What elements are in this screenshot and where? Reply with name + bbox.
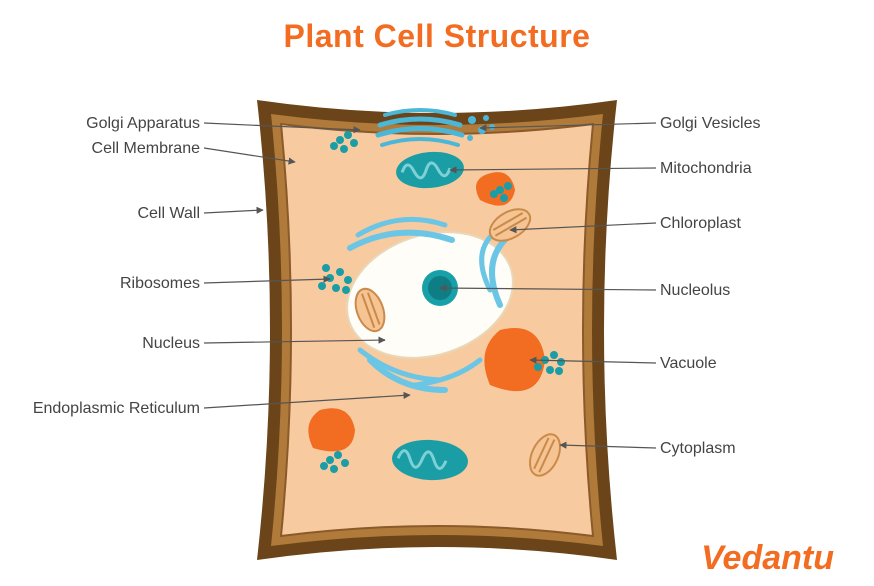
vacuole <box>308 408 355 451</box>
golgi-vesicle <box>478 126 486 134</box>
label-nucleolus: Nucleolus <box>660 282 730 300</box>
golgi-vesicle <box>467 135 473 141</box>
label-cell_membrane: Cell Membrane <box>92 140 200 158</box>
label-nucleus: Nucleus <box>142 335 200 353</box>
golgi-vesicle <box>468 116 476 124</box>
label-vacuole: Vacuole <box>660 355 717 373</box>
label-cytoplasm: Cytoplasm <box>660 440 736 458</box>
label-ribosomes: Ribosomes <box>120 275 200 293</box>
label-endoplasmic_reticulum: Endoplasmic Reticulum <box>33 400 200 418</box>
cell-diagram: Golgi Apparatus Cell Membrane Cell Wall Rib… <box>0 60 874 560</box>
leader-line <box>204 210 263 213</box>
brand-logo: Vedantu <box>701 539 834 578</box>
page-title: Plant Cell Structure <box>0 0 874 55</box>
label-golgi_apparatus: Golgi Apparatus <box>86 115 200 133</box>
label-chloroplast: Chloroplast <box>660 215 741 233</box>
label-golgi_vesicles: Golgi Vesicles <box>660 115 761 133</box>
label-cell_wall: Cell Wall <box>137 205 200 223</box>
golgi-vesicle <box>483 115 489 121</box>
label-mitochondria: Mitochondria <box>660 160 752 178</box>
cell-svg <box>0 60 874 560</box>
